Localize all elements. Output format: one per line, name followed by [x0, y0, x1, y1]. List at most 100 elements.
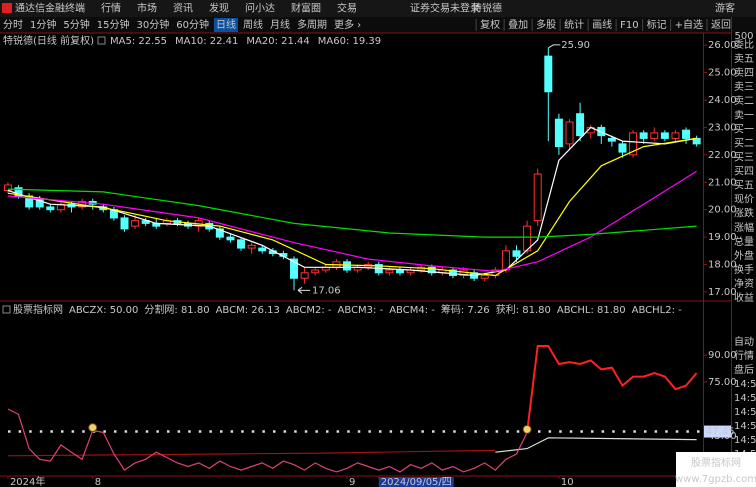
indicator-label: ABCM: 26.13 [216, 305, 280, 316]
badge: 500 [734, 31, 753, 42]
candle-body [480, 275, 489, 279]
y-tick-label: 75.00 [708, 377, 737, 388]
indicator-line [7, 126, 697, 277]
toolbar-button[interactable]: 返回 [711, 19, 731, 31]
quote-label: 买一 [734, 123, 754, 135]
time-label: 14:50 [734, 379, 756, 390]
candle-body [692, 137, 701, 145]
mode-label[interactable]: 行情 [734, 349, 754, 362]
candle-body [131, 220, 140, 227]
indicator-line [7, 408, 528, 473]
toolbar-button[interactable]: 复权 [480, 18, 500, 31]
toolbar-button[interactable]: 统计 [564, 18, 584, 31]
candle-body [258, 247, 267, 252]
period-tab[interactable]: 更多 › [334, 18, 361, 31]
candle-body [660, 132, 669, 139]
y-tick-label: 19.00 [708, 232, 737, 243]
x-tick-label: 9 [349, 477, 355, 487]
x-tick-label: 2024年 [10, 475, 45, 487]
y-tick-label: 22.00 [708, 150, 737, 161]
candle-body [395, 269, 404, 274]
quote-label: 涨幅 [734, 221, 754, 234]
watermark-bg [676, 452, 756, 487]
y-tick-label: 18.00 [708, 260, 737, 271]
candle-body [576, 113, 585, 137]
indicator-line [7, 188, 697, 238]
indicator-label: ABCHL2: - [632, 305, 683, 316]
signal-marker [522, 424, 532, 434]
period-tab[interactable]: 日线 [216, 18, 236, 31]
quote-label: 卖一 [734, 109, 754, 121]
menu-item[interactable]: 市场 [137, 2, 157, 15]
menu-item[interactable]: 资讯 [173, 3, 193, 15]
period-tab[interactable]: 周线 [243, 18, 263, 31]
watermark-title: 股票指标网 [691, 456, 741, 469]
candle-body [523, 225, 532, 252]
legend-entry: MA5: 22.55 [110, 36, 167, 47]
period-tab[interactable]: 60分钟 [176, 18, 209, 31]
candle-body [46, 206, 55, 211]
candle-body [237, 239, 246, 249]
period-tab[interactable]: 30分钟 [136, 18, 169, 31]
quote-label: 净资 [734, 277, 754, 290]
quote-label: 卖五 [734, 53, 754, 65]
period-tab[interactable]: 多周期 [297, 18, 327, 31]
quote-label: 外盘 [734, 249, 754, 262]
login-status[interactable]: 证券交易未登录 [410, 2, 480, 15]
user[interactable]: 游客 [715, 2, 735, 15]
candle-body [215, 228, 224, 238]
toolbar-button[interactable]: F10 [620, 20, 638, 31]
period-tab[interactable]: 5分钟 [63, 18, 89, 31]
time-label: 14:50 [734, 393, 756, 404]
period-tab[interactable]: 15分钟 [97, 18, 130, 31]
candle-body [618, 143, 627, 153]
indicator-line [7, 170, 697, 273]
chart-title: 特锐德(日线 前复权) [3, 34, 94, 47]
watermark-url: www.7gpzb.com [675, 474, 756, 485]
chart-title: 股票指标网 [13, 303, 63, 316]
y-tick-label: 26.00 [708, 40, 737, 51]
quote-label: 收益 [734, 291, 754, 304]
toolbar-button[interactable]: 多股 [536, 18, 556, 31]
period-tab[interactable]: 分时 [3, 19, 23, 31]
logo [2, 3, 12, 13]
toolbar-button[interactable]: 叠加 [508, 19, 528, 31]
quote-label: 卖三 [734, 81, 754, 93]
time-label: 14:50 [734, 421, 756, 432]
toolbar-button[interactable]: 标记 [647, 19, 667, 31]
mode-label[interactable]: 盘后 [734, 363, 754, 376]
menu-item[interactable]: 交易 [337, 2, 357, 15]
annotation: 17.06 [312, 285, 341, 296]
candle-body [427, 266, 436, 274]
indicator-line [526, 345, 698, 433]
mode-label[interactable]: 自动 [734, 335, 754, 348]
quote-label: 涨跌 [734, 207, 754, 220]
menu-item[interactable]: 行情 [101, 2, 121, 15]
legend-entry: MA10: 22.41 [175, 36, 238, 47]
menu-item[interactable]: 问小达 [245, 2, 275, 15]
quote-label: 总量 [734, 235, 754, 248]
annotation: 25.90 [561, 40, 590, 51]
menu-item[interactable]: 财富圈 [291, 2, 321, 15]
time-label: 14:50 [734, 435, 756, 446]
quote-label: 委比 [734, 38, 754, 51]
toolbar-button[interactable]: +自选 [675, 18, 703, 31]
y-tick-label: 90.00 [708, 350, 737, 361]
candle-body [247, 244, 256, 249]
period-tab[interactable]: 1分钟 [30, 18, 56, 31]
period-tab[interactable]: 月线 [270, 18, 290, 31]
period-bar [0, 17, 756, 33]
reference-label-bg [704, 425, 731, 438]
quote-label: 卖四 [734, 67, 754, 79]
candle-body [300, 272, 309, 279]
annotation-arrow [297, 286, 311, 294]
candle-body [226, 236, 235, 241]
menu-bar [0, 0, 756, 17]
signal-marker [88, 423, 98, 433]
toolbar-button[interactable]: 画线 [592, 18, 612, 31]
candle-body [385, 269, 394, 274]
app-name: 通达信金融终端 [15, 2, 85, 15]
indicator-label: ABCHL: 81.80 [557, 305, 626, 316]
menu-item[interactable]: 发现 [209, 2, 229, 15]
